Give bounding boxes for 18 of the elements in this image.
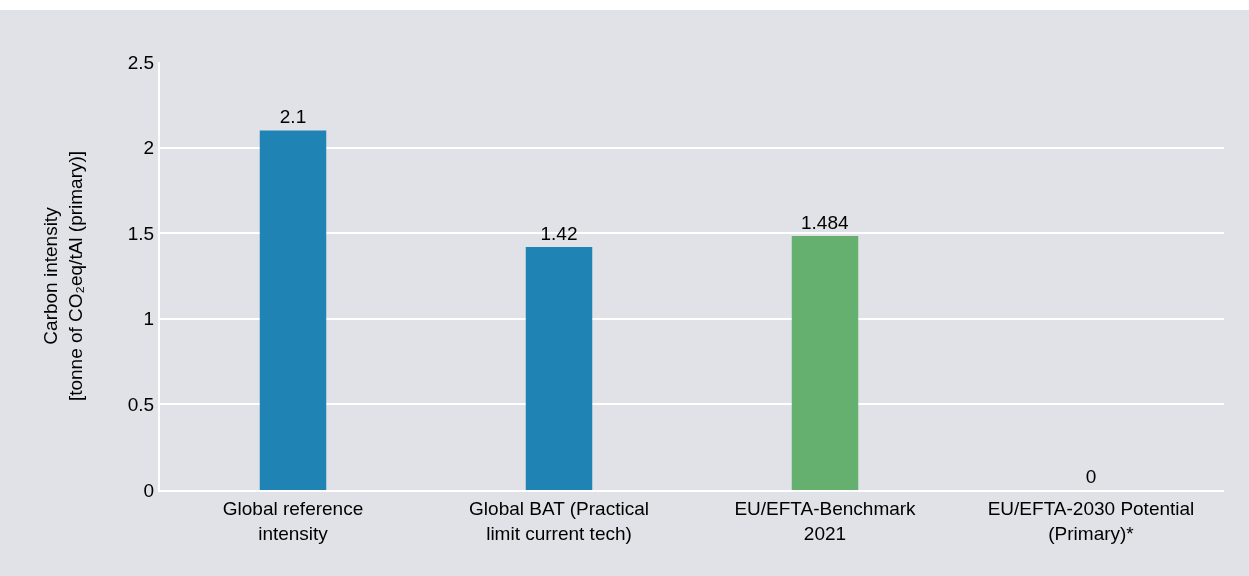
x-tick-label: EU/EFTA-Benchmark 2021 [734, 497, 917, 544]
y-axis-title: Carbon intensity [tonne of CO₂eq/tAl (primary)] [40, 150, 87, 402]
data-label: 1.484 [801, 211, 849, 233]
y-tick-label: 1 [143, 308, 155, 330]
y-tick-label: 0 [143, 479, 155, 501]
data-label: 1.42 [540, 222, 578, 244]
bar [259, 130, 327, 490]
bar [791, 235, 859, 490]
y-tick-label: 2 [143, 137, 155, 159]
data-label: 0 [1085, 466, 1097, 487]
x-tick-label: Global BAT (Practical limit current tech) [469, 497, 649, 544]
data-label: 2.1 [279, 106, 307, 128]
y-tick-label: 0.5 [127, 394, 155, 416]
x-tick-label: EU/EFTA-2030 Potential (Primary)* [987, 497, 1195, 544]
bar [525, 246, 593, 490]
x-tick-label: Global reference intensity [222, 497, 364, 544]
y-tick-label: 1.5 [127, 222, 155, 244]
y-tick-label: 2.5 [127, 51, 155, 73]
